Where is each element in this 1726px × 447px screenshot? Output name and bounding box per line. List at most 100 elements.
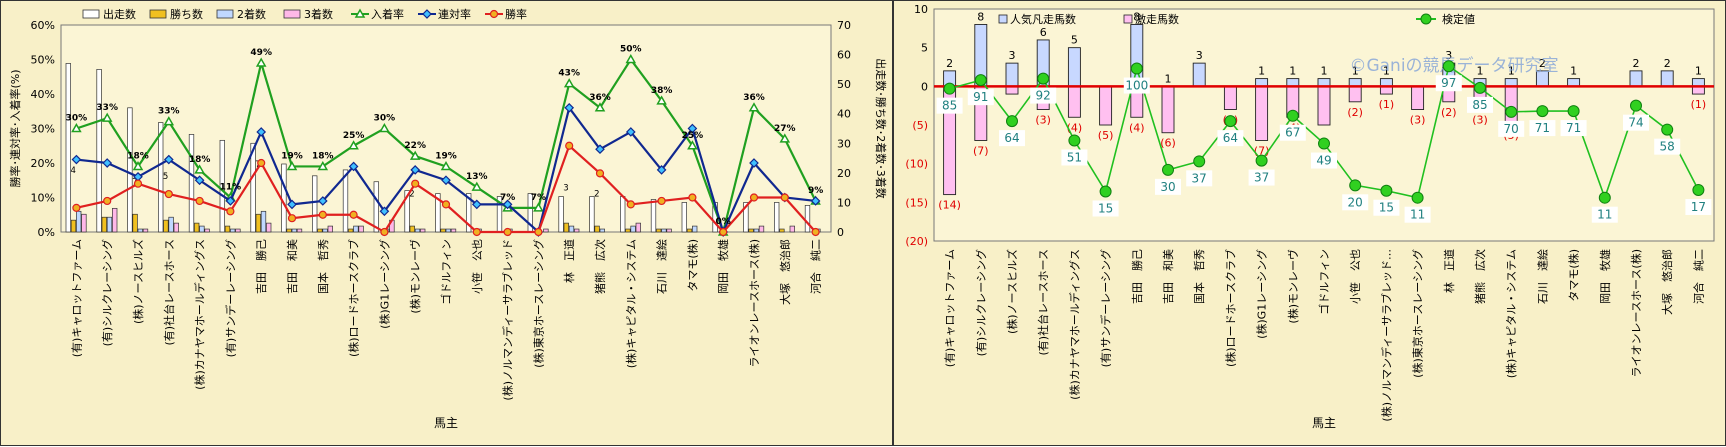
bar-激走馬数 — [1317, 85, 1331, 126]
win-count-label: 2 — [409, 190, 414, 200]
data-label-入着率: 22% — [404, 141, 426, 151]
value-label-bg — [1591, 206, 1618, 223]
category-label: (株)G1レーシング — [1255, 249, 1269, 339]
value-label-検定値: 15 — [1098, 202, 1113, 216]
bar-label-人気凡走馬数: 1 — [1695, 65, 1702, 78]
category-label: (株)モンレーヴ — [1286, 249, 1300, 324]
bar-3着数 — [204, 228, 210, 233]
marker-連対率 — [348, 161, 359, 172]
marker-入着率 — [656, 95, 667, 105]
category-label: 河合 純二 — [809, 239, 823, 294]
marker-連対率 — [749, 158, 759, 168]
data-label-入着率: 0% — [716, 217, 731, 227]
bar-3着数 — [420, 228, 426, 233]
category-label: (有)サンデーレーシング — [223, 239, 237, 357]
right-axis-tick-label: 30 — [837, 137, 851, 150]
bar-出走数 — [466, 193, 472, 233]
bar-label-激走馬数: (4) — [1129, 121, 1145, 134]
value-label-bg — [1123, 77, 1150, 94]
bar-3着数 — [112, 207, 118, 233]
value-label-bg — [1498, 120, 1525, 137]
marker-勝率 — [595, 169, 605, 178]
marker-検定値 — [1162, 163, 1174, 176]
marker-連対率 — [256, 127, 267, 137]
value-label-検定値: 49 — [1316, 154, 1331, 168]
data-label-入着率: 25% — [682, 131, 704, 141]
bar-出走数 — [342, 169, 349, 233]
bar-label-人気凡走馬数: 2 — [1633, 57, 1640, 70]
legend-label: 検定値 — [1442, 12, 1475, 26]
bar-label-人気凡走馬数: 1 — [1352, 65, 1359, 78]
category-label: 吉田 和美 — [1162, 249, 1175, 304]
marker-検定値 — [974, 74, 987, 87]
y-axis-tick-label: (5) — [912, 119, 928, 132]
category-label: (株)東京ホースレーシング — [531, 239, 545, 368]
category-label: 林 正道 — [1442, 249, 1456, 293]
marker-検定値 — [1692, 183, 1705, 196]
bar-label-人気凡走馬数: 1 — [1289, 65, 1296, 78]
bar-label-人気凡走馬数: 5 — [1071, 34, 1078, 47]
bar-人気凡走馬数 — [1629, 70, 1643, 87]
bar-勝ち数 — [686, 228, 693, 233]
legend-item: 入着率 — [351, 7, 404, 21]
y-axis-tick-label: 0 — [921, 80, 928, 93]
bar-3着数 — [235, 228, 241, 233]
category-label: ライオンレースホース(株) — [1629, 249, 1643, 377]
bar-出走数 — [774, 202, 780, 233]
category-label: (株)キャピタル・システム — [1504, 249, 1518, 378]
value-label-bg — [1654, 138, 1681, 155]
marker-検定値 — [1411, 191, 1424, 204]
bar-2着数 — [291, 228, 297, 233]
bar-2着数 — [168, 216, 174, 233]
bar-2着数 — [599, 228, 605, 233]
category-label: (有)社台レースホース — [162, 239, 176, 345]
bar-label-激走馬数: (14) — [938, 199, 961, 212]
left-axis-tick-label: 30% — [31, 123, 55, 136]
marker-検定値 — [1505, 105, 1518, 118]
data-label-入着率: 33% — [158, 107, 180, 117]
category-label: (株)カナヤマホールディングス — [1067, 249, 1081, 400]
category-label: 国本 哲秀 — [316, 239, 330, 294]
category-label: (株)ロードホースクラブ — [1223, 249, 1237, 367]
right-axis-tick-label: 70 — [837, 19, 851, 32]
bar-label-人気凡走馬数: 2 — [1539, 57, 1546, 70]
bar-勝ち数 — [101, 216, 107, 233]
category-label: 吉田 勝己 — [254, 239, 268, 294]
value-label-検定値: 85 — [942, 99, 957, 113]
bar-人気凡走馬数 — [1660, 70, 1674, 87]
value-label-検定値: 17 — [1691, 200, 1706, 214]
data-label-入着率: 19% — [435, 151, 457, 161]
marker-勝率 — [164, 189, 173, 199]
value-label-bg — [1373, 199, 1400, 216]
value-label-bg — [1685, 198, 1712, 215]
left-axis-tick-label: 20% — [31, 157, 55, 170]
bar-label-激走馬数: (5) — [1098, 129, 1114, 142]
marker-入着率 — [71, 122, 82, 133]
bar-激走馬数 — [1411, 85, 1425, 110]
legend-label: 勝率 — [505, 7, 527, 21]
category-label: (株)カナヤマホールディングス — [193, 239, 207, 390]
bar-出走数 — [219, 139, 225, 233]
bar-3着数 — [142, 228, 149, 233]
category-label: (株)モンレーヴ — [408, 239, 422, 314]
marker-入着率 — [348, 140, 359, 150]
marker-連対率 — [194, 175, 205, 186]
bar-2着数 — [661, 228, 667, 233]
bar-label-激走馬数: (7) — [973, 144, 989, 157]
marker-検定値 — [1193, 155, 1206, 168]
marker-勝率 — [749, 193, 759, 202]
data-label-入着率: 25% — [343, 131, 365, 141]
value-label-検定値: 37 — [1192, 171, 1207, 185]
category-label: ゴドルフィン — [439, 239, 453, 305]
value-label-検定値: 71 — [1535, 121, 1550, 135]
bar-2着数 — [692, 225, 698, 233]
left-axis-tick-label: 10% — [31, 192, 55, 205]
bar-勝ち数 — [625, 228, 631, 233]
left-axis-tick-label: 0% — [38, 226, 55, 239]
category-label: (株)ノルマンディーサラブレッド — [501, 239, 515, 401]
bar-label-人気凡走馬数: 1 — [1165, 72, 1172, 85]
data-label-入着率: 18% — [312, 151, 334, 161]
value-label-検定値: 67 — [1285, 126, 1300, 140]
bar-勝ち数 — [132, 213, 138, 233]
value-label-bg — [1435, 75, 1462, 92]
